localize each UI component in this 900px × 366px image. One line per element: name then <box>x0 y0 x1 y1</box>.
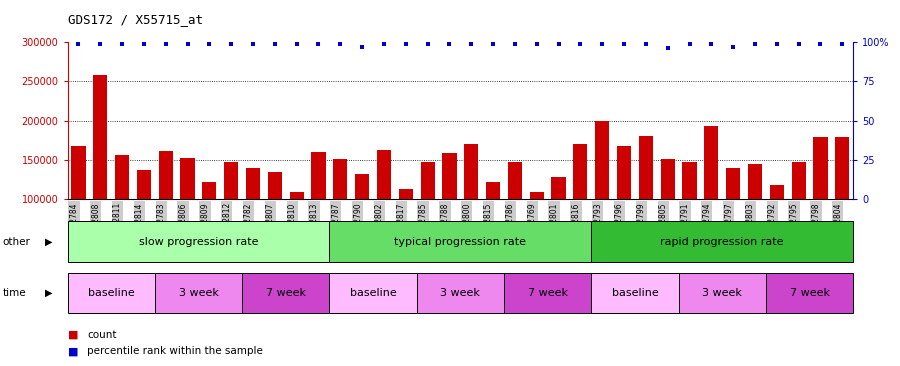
Text: GSM2798: GSM2798 <box>812 202 821 239</box>
Bar <box>158 151 173 278</box>
Text: 3 week: 3 week <box>178 288 219 298</box>
Text: GSM2812: GSM2812 <box>222 202 231 239</box>
Bar <box>748 164 762 278</box>
Text: GSM2797: GSM2797 <box>724 202 733 239</box>
Text: GSM2790: GSM2790 <box>353 202 362 239</box>
Text: GSM2799: GSM2799 <box>637 202 646 239</box>
Text: GSM2808: GSM2808 <box>91 202 100 239</box>
Text: GSM2796: GSM2796 <box>615 202 624 239</box>
Text: GSM2787: GSM2787 <box>331 202 340 239</box>
Bar <box>93 75 107 278</box>
Text: 3 week: 3 week <box>702 288 742 298</box>
Bar <box>420 162 435 278</box>
Text: percentile rank within the sample: percentile rank within the sample <box>87 346 263 356</box>
Bar <box>814 137 828 278</box>
Text: slow progression rate: slow progression rate <box>139 236 258 247</box>
Text: GSM2806: GSM2806 <box>178 202 187 239</box>
Bar <box>355 173 369 278</box>
Text: GSM2810: GSM2810 <box>288 202 297 239</box>
Text: GSM2782: GSM2782 <box>244 202 253 239</box>
Text: GSM2795: GSM2795 <box>789 202 798 239</box>
Bar <box>770 184 784 278</box>
Text: time: time <box>3 288 26 298</box>
Text: GSM2816: GSM2816 <box>572 202 580 239</box>
Text: GSM2800: GSM2800 <box>463 202 472 239</box>
Bar <box>791 163 806 278</box>
Bar <box>333 159 347 278</box>
Text: other: other <box>3 236 31 247</box>
Text: GSM2814: GSM2814 <box>135 202 144 239</box>
Text: baseline: baseline <box>612 288 658 298</box>
Text: GSM2805: GSM2805 <box>659 202 668 239</box>
Bar <box>290 192 304 278</box>
Text: GSM2803: GSM2803 <box>746 202 755 239</box>
Bar <box>682 162 697 278</box>
Bar <box>180 158 194 278</box>
Bar <box>115 154 130 278</box>
Text: GSM2801: GSM2801 <box>550 202 559 239</box>
Bar <box>616 146 631 278</box>
Text: ■: ■ <box>68 330 78 340</box>
Text: GSM2791: GSM2791 <box>680 202 689 239</box>
Bar <box>224 162 238 278</box>
Bar <box>71 146 86 278</box>
Text: ▶: ▶ <box>45 236 52 247</box>
Text: GSM2785: GSM2785 <box>418 202 427 239</box>
Text: GSM2786: GSM2786 <box>506 202 515 239</box>
Text: GSM2783: GSM2783 <box>157 202 166 239</box>
Bar <box>311 152 326 278</box>
Bar <box>399 189 413 278</box>
Text: baseline: baseline <box>88 288 134 298</box>
Bar <box>464 144 479 278</box>
Bar <box>486 182 500 278</box>
Bar <box>202 182 217 278</box>
Text: GSM2784: GSM2784 <box>69 202 78 239</box>
Text: GSM2813: GSM2813 <box>310 202 319 239</box>
Text: baseline: baseline <box>350 288 396 298</box>
Text: GSM2769: GSM2769 <box>527 202 536 239</box>
Text: GSM2794: GSM2794 <box>702 202 711 239</box>
Bar <box>704 126 718 278</box>
Bar <box>726 168 741 278</box>
Bar <box>639 136 653 278</box>
Bar <box>573 144 588 278</box>
Bar <box>661 158 675 278</box>
Bar <box>377 150 392 278</box>
Text: GSM2802: GSM2802 <box>375 202 384 239</box>
Text: GSM2792: GSM2792 <box>768 202 777 239</box>
Bar <box>137 170 151 278</box>
Text: 3 week: 3 week <box>440 288 481 298</box>
Bar <box>529 192 544 278</box>
Text: typical progression rate: typical progression rate <box>394 236 526 247</box>
Text: GSM2793: GSM2793 <box>593 202 602 239</box>
Bar <box>835 137 850 278</box>
Text: GSM2811: GSM2811 <box>113 202 122 239</box>
Bar <box>508 163 522 278</box>
Text: GSM2788: GSM2788 <box>440 202 449 239</box>
Bar <box>442 153 456 278</box>
Text: ▶: ▶ <box>45 288 52 298</box>
Text: GDS172 / X55715_at: GDS172 / X55715_at <box>68 13 203 26</box>
Text: rapid progression rate: rapid progression rate <box>661 236 784 247</box>
Bar <box>267 172 282 278</box>
Text: GSM2804: GSM2804 <box>833 202 842 239</box>
Text: GSM2815: GSM2815 <box>484 202 493 239</box>
Text: count: count <box>87 330 117 340</box>
Bar <box>552 178 566 278</box>
Text: 7 week: 7 week <box>527 288 568 298</box>
Bar <box>246 168 260 278</box>
Bar <box>595 121 609 278</box>
Text: ■: ■ <box>68 346 78 356</box>
Text: GSM2809: GSM2809 <box>201 202 210 239</box>
Text: GSM2817: GSM2817 <box>397 202 406 239</box>
Text: GSM2807: GSM2807 <box>266 202 274 239</box>
Text: 7 week: 7 week <box>266 288 306 298</box>
Text: 7 week: 7 week <box>789 288 830 298</box>
